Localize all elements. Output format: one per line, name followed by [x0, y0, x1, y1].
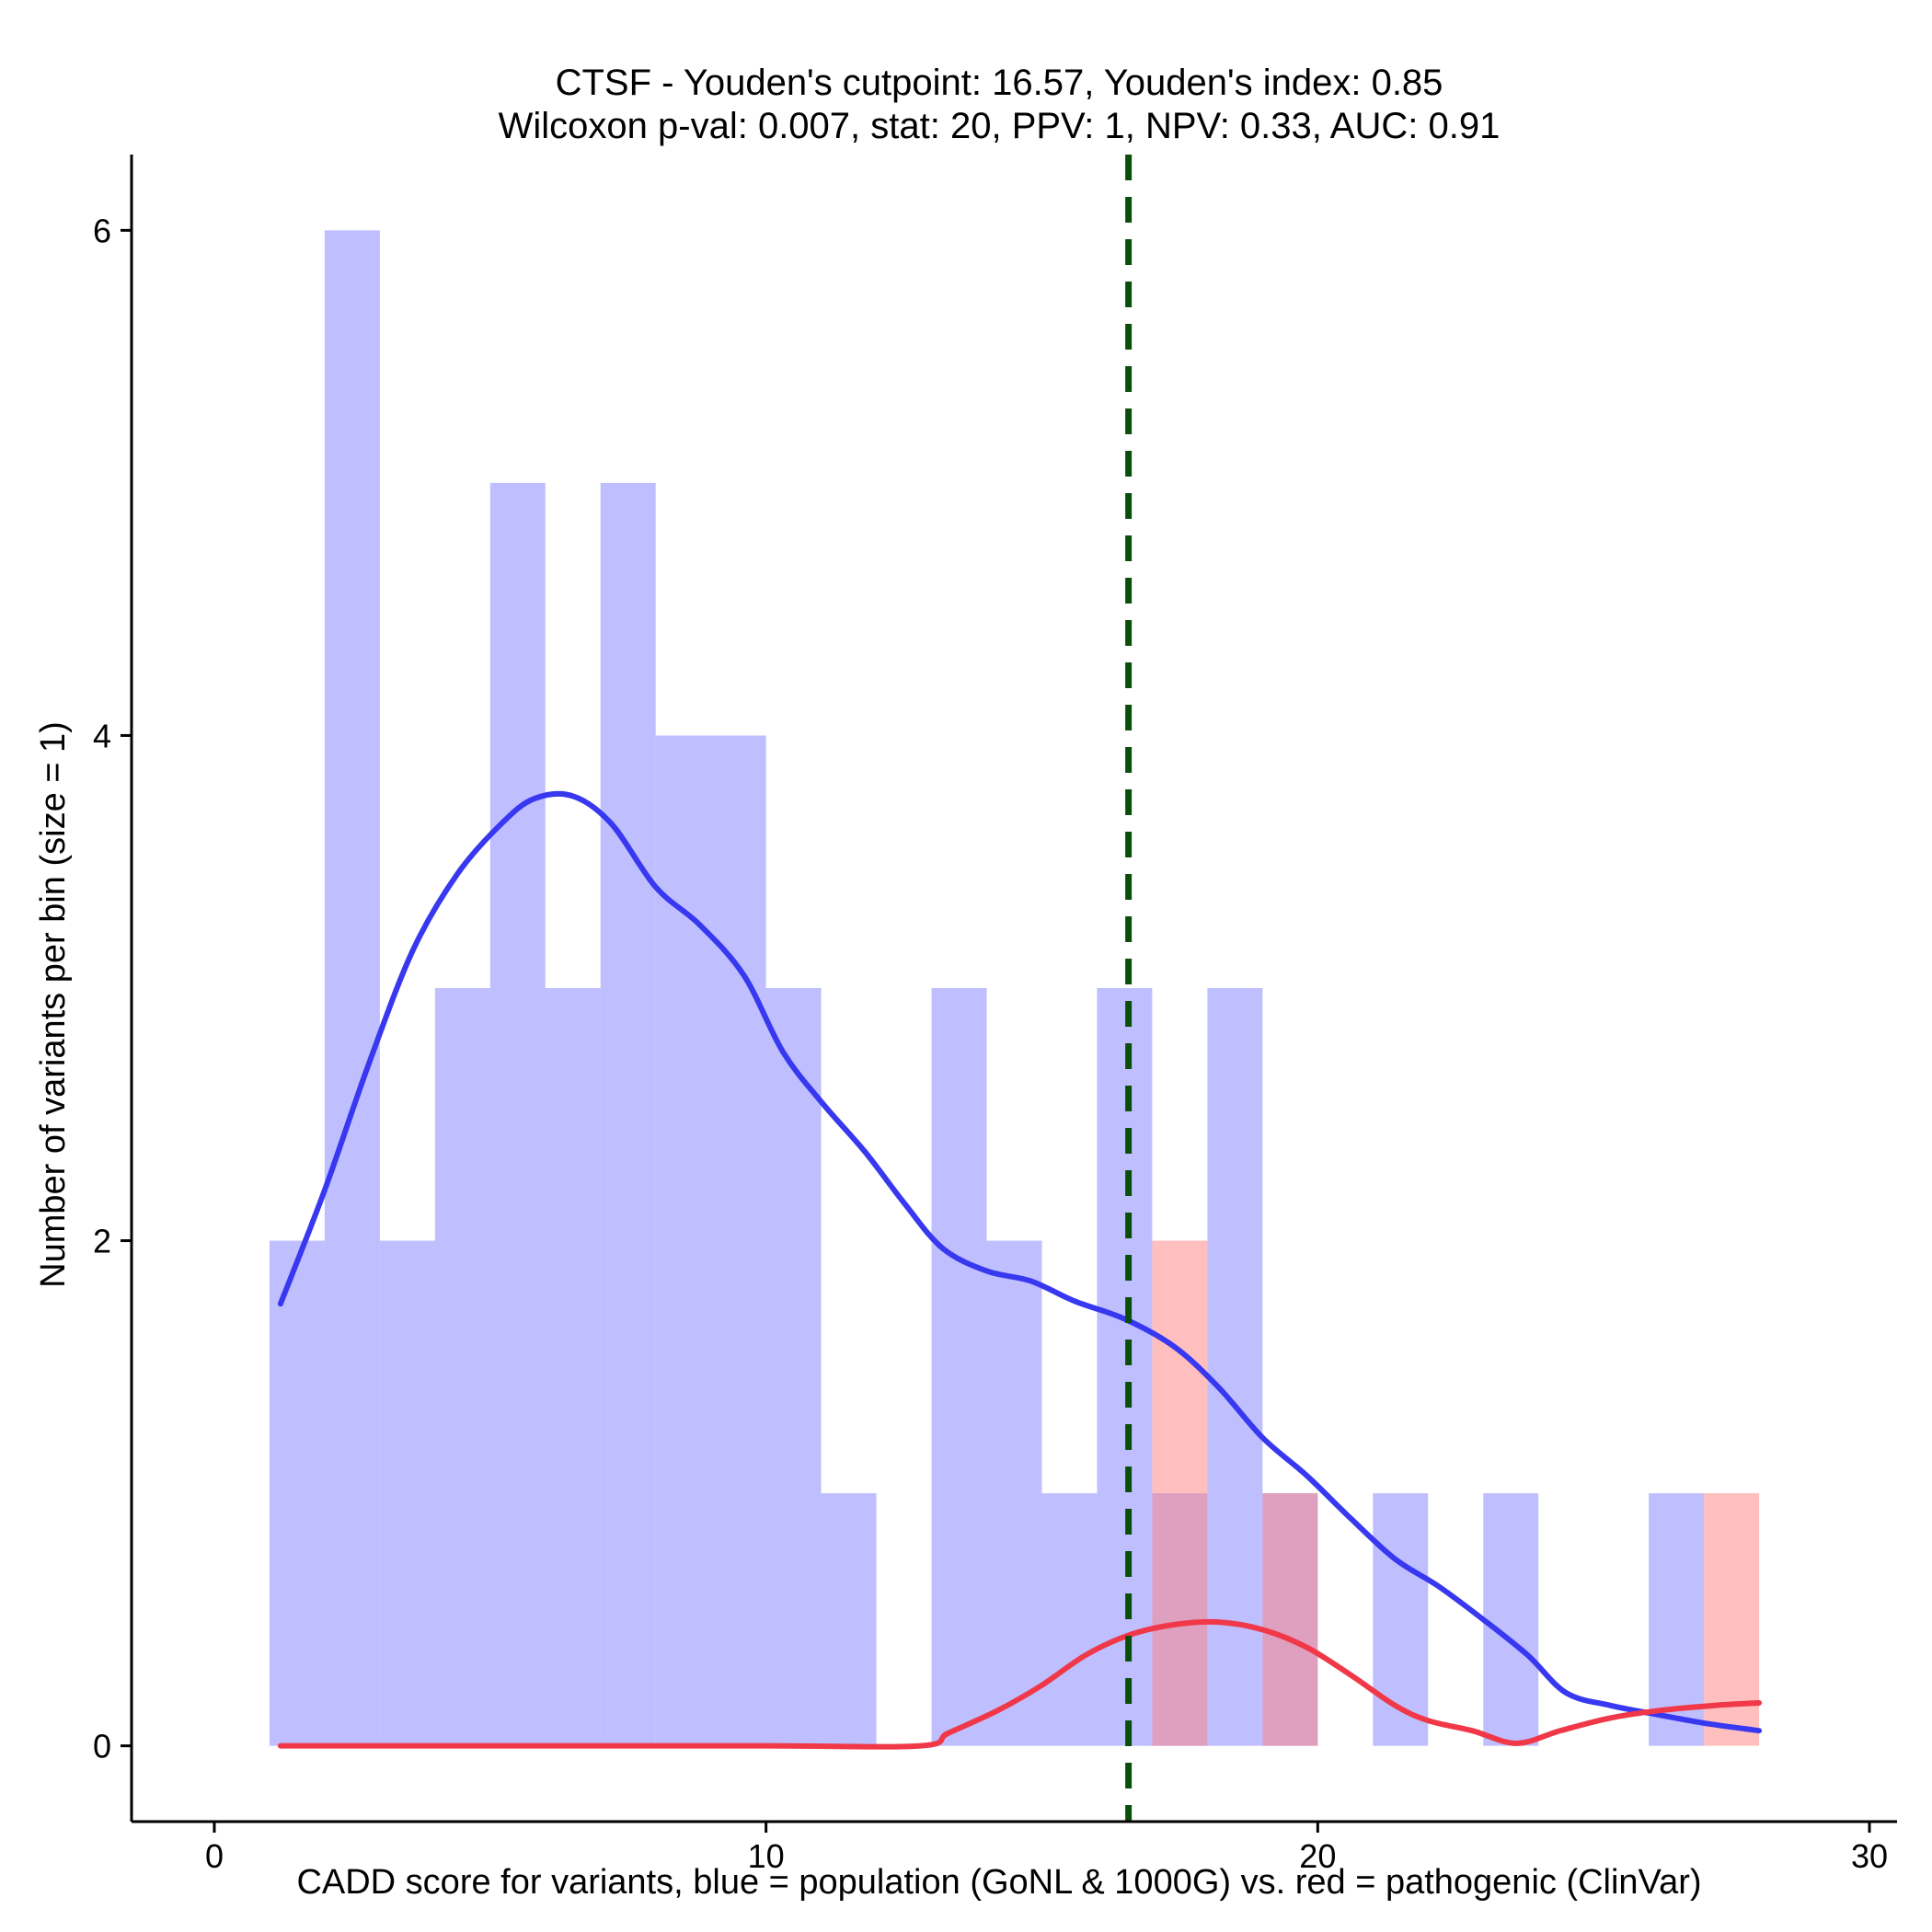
x-tick-label: 30 — [1851, 1837, 1888, 1875]
y-axis-label: Number of variants per bin (size = 1) — [34, 721, 73, 1288]
y-tick-label: 4 — [93, 717, 111, 754]
ticks-layer: 0 10 20 30 0 2 4 6 — [93, 212, 1888, 1875]
x-tick-label: 0 — [205, 1837, 224, 1875]
x-tick-label: 10 — [748, 1837, 785, 1875]
x-axis-label: CADD score for variants, blue = populati… — [296, 1863, 1701, 1902]
pathogenic-bar-0 — [1152, 1240, 1208, 1746]
axes-layer — [130, 155, 1897, 1823]
bars-layer — [269, 230, 1760, 1746]
population-bar-10 — [821, 1493, 877, 1746]
population-bar-9 — [765, 988, 822, 1746]
population-bar-18 — [1373, 1493, 1429, 1746]
population-bar-20 — [1649, 1493, 1705, 1746]
population-bar-3 — [434, 988, 490, 1746]
population-density-line — [277, 790, 1763, 1734]
density-lines-layer — [277, 155, 1763, 1822]
population-bar-11 — [931, 988, 987, 1746]
pathogenic-bar-1 — [1262, 1493, 1318, 1746]
population-bar-4 — [489, 482, 546, 1746]
population-bar-6 — [600, 482, 656, 1746]
population-bar-2 — [379, 1240, 435, 1746]
population-bar-0 — [269, 1240, 325, 1746]
population-bar-19 — [1483, 1493, 1539, 1746]
population-bar-7 — [655, 735, 711, 1746]
pathogenic-density-line — [277, 1618, 1763, 1750]
population-bar-1 — [324, 230, 380, 1746]
population-bar-12 — [986, 1240, 1042, 1746]
y-tick-label: 6 — [93, 212, 111, 249]
population-bar-8 — [710, 735, 766, 1746]
chart-title-line2: Wilcoxon p-val: 0.007, stat: 20, PPV: 1,… — [499, 106, 1501, 146]
population-bar-5 — [545, 988, 601, 1746]
population-bar-16 — [1207, 988, 1263, 1746]
chart-title-line1: CTSF - Youden's cutpoint: 16.57, Youden'… — [556, 63, 1443, 103]
population-bar-13 — [1041, 1493, 1098, 1746]
population-bar-14 — [1097, 988, 1153, 1746]
y-tick-label: 2 — [93, 1223, 111, 1260]
y-tick-label: 0 — [93, 1728, 111, 1765]
x-tick-label: 20 — [1299, 1837, 1336, 1875]
